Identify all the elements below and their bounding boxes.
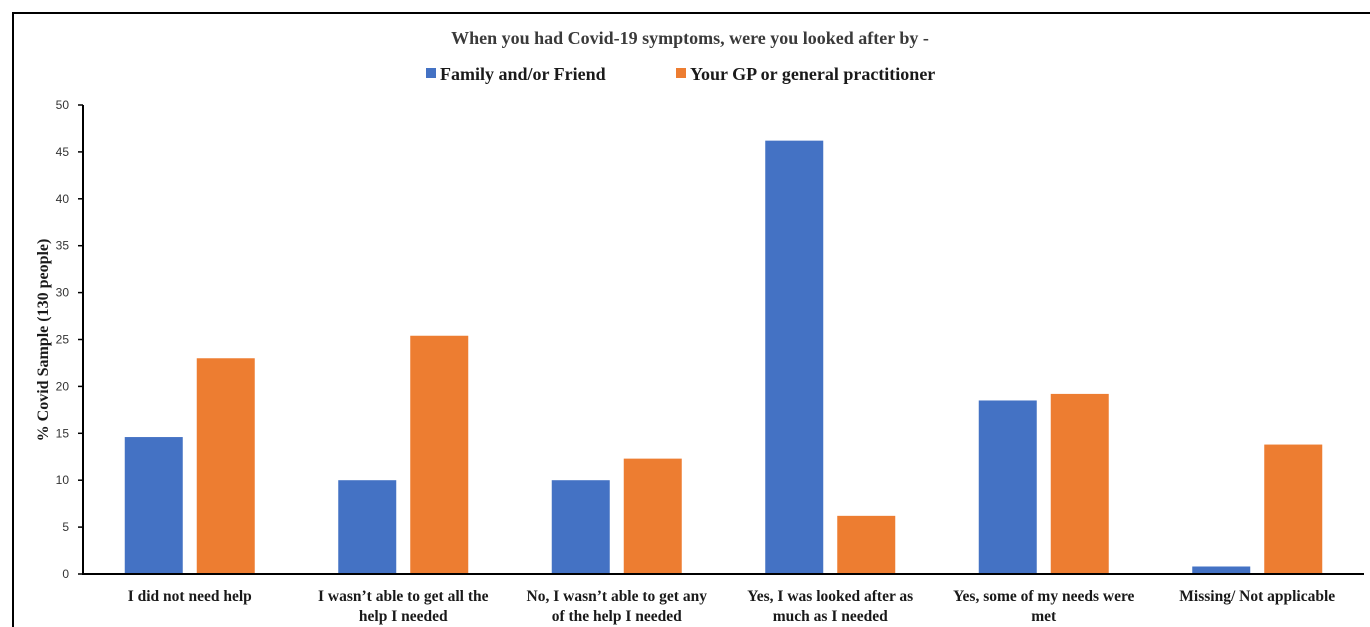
- legend-label-gp: Your GP or general practitioner: [690, 64, 935, 84]
- y-tick-label-5: 5: [62, 520, 69, 534]
- y-axis-label: % Covid Sample (130 people): [35, 239, 52, 442]
- x-axis-labels: I did not need help I wasn’t able to get …: [128, 588, 1336, 625]
- bars: [124, 140, 1323, 575]
- bar-gp-0: [196, 358, 255, 574]
- x-category-label-5-line-0: Missing/ Not applicable: [1179, 588, 1335, 605]
- x-category-label-2: No, I wasn’t able to get any of the help …: [527, 588, 708, 625]
- y-tick-label-25: 25: [56, 333, 70, 347]
- bar-gp-5: [1264, 444, 1323, 574]
- chart-frame: [12, 12, 1370, 627]
- x-category-label-2-line-1: of the help I needed: [552, 608, 682, 625]
- x-category-label-4-line-0: Yes, some of my needs were: [953, 588, 1134, 605]
- x-category-label-3-line-1: much as I needed: [773, 608, 888, 625]
- bar-family-3: [765, 140, 824, 575]
- x-category-label-0: I did not need help: [128, 588, 252, 605]
- bar-gp-1: [410, 335, 469, 574]
- legend-swatch-gp: [676, 68, 686, 78]
- x-category-label-4-line-1: met: [1031, 608, 1057, 625]
- y-tick-label-30: 30: [56, 286, 70, 300]
- bar-family-0: [124, 437, 183, 574]
- x-category-label-1-line-0: I wasn’t able to get all the: [318, 588, 489, 605]
- x-category-label-3: Yes, I was looked after as much as I need…: [747, 588, 913, 625]
- x-category-label-5: Missing/ Not applicable: [1179, 588, 1335, 605]
- legend-swatch-family: [426, 68, 436, 78]
- bar-gp-4: [1050, 393, 1109, 574]
- bar-family-4: [978, 400, 1037, 574]
- x-category-label-0-line-0: I did not need help: [128, 588, 252, 605]
- y-axis-ticks: 0 5 10 15 20 25 30 35 40 45 50: [56, 98, 83, 581]
- legend: Family and/or Friend Your GP or general …: [426, 64, 935, 84]
- y-tick-label-0: 0: [62, 567, 69, 581]
- x-category-label-3-line-0: Yes, I was looked after as: [747, 588, 913, 605]
- bar-family-5: [1192, 566, 1251, 574]
- bar-family-2: [551, 480, 610, 574]
- y-tick-label-15: 15: [56, 426, 70, 440]
- y-tick-label-50: 50: [56, 98, 70, 112]
- bar-gp-3: [837, 515, 896, 574]
- y-tick-label-10: 10: [56, 473, 70, 487]
- x-category-label-4: Yes, some of my needs were met: [953, 588, 1134, 625]
- legend-label-family: Family and/or Friend: [440, 64, 606, 84]
- chart-title: When you had Covid-19 symptoms, were you…: [451, 28, 929, 48]
- y-tick-label-35: 35: [56, 239, 70, 253]
- y-tick-label-20: 20: [56, 379, 70, 393]
- bar-gp-2: [623, 458, 682, 574]
- x-category-label-1-line-1: help I needed: [359, 608, 448, 625]
- bar-family-1: [338, 480, 397, 574]
- y-tick-label-40: 40: [56, 192, 70, 206]
- x-category-label-2-line-0: No, I wasn’t able to get any: [527, 588, 708, 605]
- x-category-label-1: I wasn’t able to get all the help I neede…: [318, 588, 489, 625]
- y-tick-label-45: 45: [56, 145, 70, 159]
